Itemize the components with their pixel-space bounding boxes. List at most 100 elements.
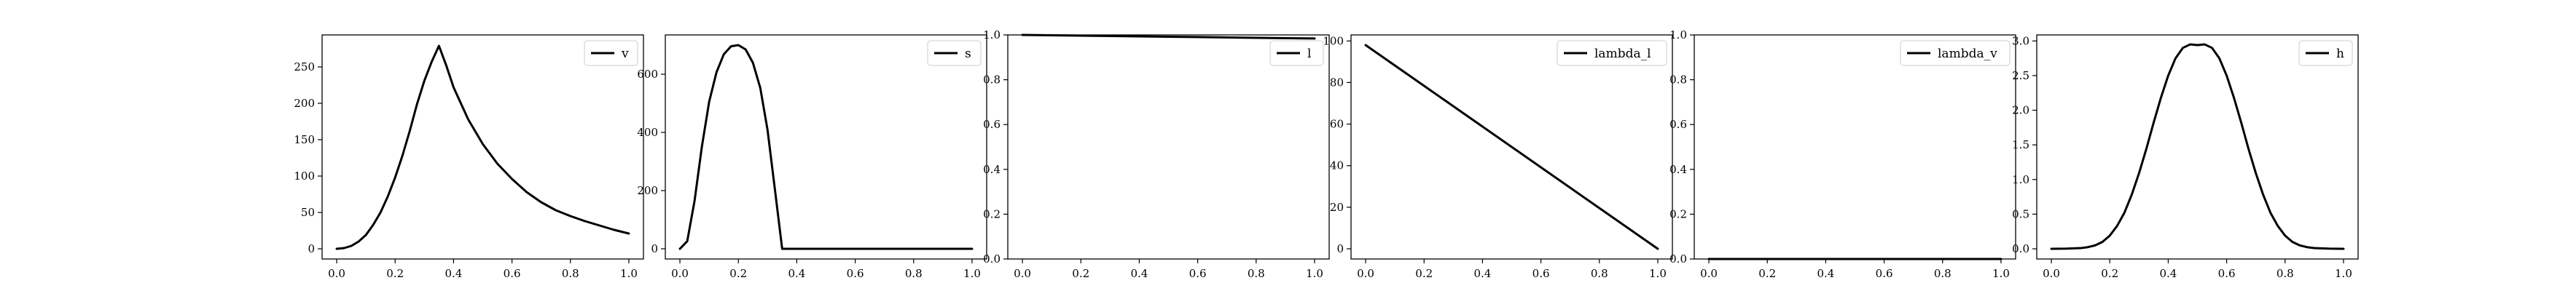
- x-tick-label: 0.4: [1473, 267, 1491, 280]
- y-tick-label: 20: [1330, 201, 1344, 214]
- y-tick-label: 40: [1330, 159, 1344, 172]
- x-tick-label: 0.0: [1357, 267, 1374, 280]
- y-tick-label: 600: [637, 68, 658, 81]
- series-line-s: [678, 44, 974, 250]
- x-tick-label: 1.0: [2335, 267, 2352, 280]
- x-tick-label: 1.0: [1649, 267, 1667, 280]
- axes-frame: [321, 34, 644, 260]
- axes-frame: [2036, 34, 2359, 260]
- x-tick-label: 1.0: [963, 267, 981, 280]
- y-tick-label: 1.5: [2012, 138, 2029, 151]
- y-tick-label: 400: [637, 126, 658, 139]
- chart-panel-5: 0.0 0.2 0.4 0.6 0.8 1.0 0.0 0.2 0.4 0.6 0.8 1.0 lamb…: [1669, 28, 2016, 280]
- series-line-h: [2050, 43, 2345, 250]
- x-tick-label: 0.0: [1700, 267, 1718, 280]
- chart-panel-2: 0.0 0.2 0.4 0.6 0.8 1.0 0 200 400 600 s: [637, 34, 987, 280]
- series-line-l: [1021, 33, 1316, 40]
- x-tick-label: 0.8: [1934, 267, 1951, 280]
- legend: h: [2298, 40, 2353, 66]
- y-tick-label: 1.0: [1669, 28, 1687, 41]
- x-tick-label: 0.2: [1758, 267, 1776, 280]
- y-tick-label: 60: [1330, 118, 1344, 131]
- y-tick-label: 0.8: [983, 73, 1001, 87]
- x-tick-label: 0.8: [905, 267, 923, 280]
- y-tick-label: 0.0: [983, 252, 1001, 266]
- y-tick-label: 0.2: [1669, 207, 1687, 220]
- series-line-lambda_l: [1364, 44, 1659, 250]
- axes-frame: [1007, 34, 1330, 260]
- legend: v: [584, 40, 638, 66]
- y-tick-label: 2.0: [2012, 104, 2029, 117]
- y-tick-label: 250: [294, 60, 315, 73]
- x-tick-label: 1.0: [1306, 267, 1323, 280]
- x-tick-label: 0.6: [2218, 267, 2236, 280]
- x-tick-label: 0.6: [1189, 267, 1207, 280]
- y-tick-label: 2.5: [2012, 69, 2029, 82]
- x-tick-label: 0.6: [1876, 267, 1893, 280]
- y-tick-label: 0.6: [983, 118, 1001, 131]
- y-tick-label: 0: [651, 242, 658, 255]
- y-tick-label: 3.0: [2012, 34, 2029, 47]
- legend-label: h: [2336, 47, 2344, 61]
- y-tick-label: 0: [308, 242, 315, 255]
- axes-frame: [1350, 34, 1673, 260]
- chart-panel-1: 0.0 0.2 0.4 0.6 0.8 1.0 0 50 100 150 200 250 v: [294, 34, 644, 280]
- x-tick-label: 0.2: [1415, 267, 1433, 280]
- legend: lambda_l: [1557, 40, 1667, 66]
- y-tick-label: 100: [1323, 34, 1344, 47]
- y-tick-label: 0.8: [1669, 73, 1687, 87]
- x-tick-label: 0.6: [504, 267, 521, 280]
- y-tick-label: 0.0: [2012, 242, 2029, 255]
- x-tick-label: 0.2: [1072, 267, 1089, 280]
- x-tick-label: 0.2: [386, 267, 404, 280]
- x-tick-label: 0.4: [1130, 267, 1148, 280]
- y-tick-label: 200: [637, 184, 658, 197]
- x-tick-label: 0.4: [788, 267, 805, 280]
- axes-frame: [665, 34, 987, 260]
- x-tick-label: 0.8: [2276, 267, 2294, 280]
- y-tick-label: 150: [294, 133, 315, 146]
- x-tick-label: 1.0: [620, 267, 638, 280]
- y-tick-label: 0.4: [983, 163, 1001, 176]
- y-tick-label: 1.0: [2012, 173, 2029, 186]
- y-tick-label: 50: [301, 206, 315, 219]
- x-tick-label: 0.4: [1817, 267, 1834, 280]
- y-tick-label: 0.2: [983, 207, 1001, 220]
- y-tick-label: 1.0: [983, 28, 1001, 41]
- chart-panel-4: 0.0 0.2 0.4 0.6 0.8 1.0 0 20 40 60 80 100 lambda_l: [1323, 34, 1673, 280]
- chart-panel-6: 0.0 0.2 0.4 0.6 0.8 1.0 0.0 0.5 1.0 1.5 2.0 2.5 3.0 h: [2012, 34, 2359, 280]
- x-tick-label: 0.0: [1014, 267, 1031, 280]
- y-tick-label: 200: [294, 97, 315, 110]
- x-tick-label: 0.2: [2101, 267, 2118, 280]
- legend-label: lambda_l: [1594, 47, 1651, 61]
- y-tick-label: 0: [1336, 242, 1344, 255]
- y-tick-label: 0.6: [1669, 118, 1687, 131]
- x-tick-label: 0.8: [1591, 267, 1608, 280]
- y-tick-label: 0.5: [2012, 207, 2029, 220]
- x-tick-label: 0.2: [729, 267, 747, 280]
- axes-frame: [1694, 34, 2016, 260]
- legend: s: [927, 40, 982, 66]
- x-tick-label: 0.0: [2043, 267, 2060, 280]
- y-tick-label: 0.0: [1669, 252, 1687, 266]
- x-tick-label: 1.0: [1992, 267, 2010, 280]
- legend-label: s: [965, 47, 971, 61]
- x-tick-label: 0.8: [1248, 267, 1265, 280]
- legend-box: [1900, 40, 2011, 66]
- x-tick-label: 0.4: [445, 267, 462, 280]
- y-tick-label: 80: [1330, 76, 1344, 89]
- legend: l: [1269, 40, 1324, 66]
- x-tick-label: 0.0: [328, 267, 345, 280]
- x-tick-label: 0.6: [1532, 267, 1550, 280]
- y-tick-label: 0.4: [1669, 163, 1687, 176]
- chart-panel-3: 0.0 0.2 0.4 0.6 0.8 1.0 0.0 0.2 0.4 0.6 0.8 1.0 l: [983, 28, 1330, 280]
- y-tick-label: 100: [294, 170, 315, 183]
- x-tick-label: 0.4: [2159, 267, 2177, 280]
- x-tick-label: 0.8: [562, 267, 579, 280]
- x-tick-label: 0.0: [671, 267, 689, 280]
- legend-label: lambda_v: [1938, 47, 1997, 61]
- legend-label: l: [1307, 47, 1311, 61]
- legend: lambda_v: [1900, 40, 2011, 66]
- legend-box: [1557, 40, 1667, 66]
